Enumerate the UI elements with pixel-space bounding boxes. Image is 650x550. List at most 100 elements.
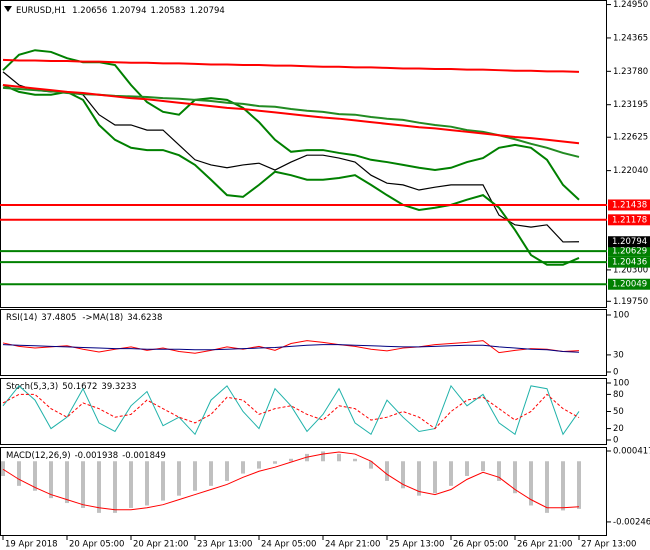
level-box [608,245,650,257]
level-box [608,214,650,226]
series-line [2,71,580,243]
histogram-bar [497,461,501,481]
histogram-bar [481,461,485,472]
series-line [2,384,580,436]
y-tick-label: 20 [613,424,624,434]
close: 1.20794 [190,6,225,16]
level-label: 1.20629 [612,247,647,257]
series-line [2,84,580,266]
histogram-bar [193,461,197,491]
histogram-bar [577,461,581,509]
histogram-bar [145,461,149,506]
histogram-bar [161,461,165,501]
rsi-value: 37.4805 [41,313,76,323]
x-tick-label: 26 Apr 05:00 [453,540,508,550]
histogram-bar [337,453,341,462]
macd-header: MACD(12,26,9) -0.001938 -0.001849 [6,451,166,461]
series-line [2,86,580,158]
histogram-bar [33,461,37,491]
symbol: EURUSD,H1 [16,6,66,16]
series-line [2,84,580,145]
y-tick-label: 80 [613,390,624,400]
histogram-bar [417,461,421,496]
level-label: 1.21438 [612,200,647,210]
high: 1.20794 [111,6,146,16]
x-tick-label: 23 Apr 13:00 [197,540,252,550]
histogram-bar [81,461,85,508]
ma-value: 34.6238 [127,313,162,323]
histogram-bar [529,461,533,506]
price-box [608,236,650,248]
histogram-bar [369,461,373,469]
series-line [2,393,580,430]
histogram-bar [209,461,213,486]
rsi-name: RSI(14) [6,313,37,323]
x-tick-label: 20 Apr 21:00 [133,540,188,550]
macd-signal: -0.001849 [122,451,166,461]
level-label: 1.21178 [612,215,647,225]
x-tick-label: 27 Apr 13:00 [581,540,636,550]
x-tick-label: 24 Apr 05:00 [261,540,316,550]
series-line [2,58,580,73]
y-tick-label: -0.002468 [613,517,650,527]
y-tick-label: 0.000417 [613,447,650,457]
stoch-name: Stoch(5,3,3) [6,382,58,392]
macd-main: -0.001938 [75,451,119,461]
stoch-panel [0,378,607,445]
histogram-bar [273,461,277,464]
histogram-bar [289,458,293,462]
histogram-bar [49,461,53,499]
histogram-bar [465,461,469,477]
y-tick-label: 30 [613,350,624,360]
level-label: 1.20049 [612,280,647,290]
x-tick-label: 26 Apr 21:00 [517,540,572,550]
stoch-header: Stoch(5,3,3) 50.1672 39.3233 [6,382,137,392]
histogram-bar [545,461,549,513]
histogram-bar [177,461,181,496]
x-tick-label: 24 Apr 21:00 [325,540,380,550]
y-tick-label: 1.22040 [613,166,648,176]
rsi-panel [0,309,607,376]
macd-name: MACD(12,26,9) [6,451,71,461]
series-line [2,344,580,353]
stoch-main: 50.1672 [62,382,97,392]
histogram-bar [97,461,101,513]
histogram-bar [433,461,437,494]
y-tick-label: 1.24365 [613,33,648,43]
y-tick-label: 100 [613,310,629,320]
histogram-bar [321,451,325,462]
y-tick-label: 1.19750 [613,297,648,307]
menu-triangle[interactable] [4,6,12,12]
y-tick-label: 0 [613,368,618,378]
histogram-bar [353,458,357,462]
y-tick-label: 100 [613,379,629,389]
histogram-bar [225,461,229,481]
y-tick-label: 50 [613,407,624,417]
y-tick-label: 1.24950 [613,0,648,10]
histogram-bar [257,461,261,469]
level-box [608,278,650,290]
histogram-bar [1,461,5,477]
main-panel [0,0,607,308]
histogram-bar [513,461,517,494]
y-tick-label: 1.23195 [613,100,648,110]
x-tick-label: 20 Apr 05:00 [69,540,124,550]
y-tick-label: 1.23780 [613,67,648,77]
y-tick-label: 1.22625 [613,133,648,143]
histogram-bar [129,461,133,508]
level-box [608,199,650,211]
histogram-bar [113,461,117,513]
histogram-bar [401,461,405,489]
series-line [2,49,580,201]
stoch-signal: 39.3233 [101,382,136,392]
level-label: 1.20436 [612,258,647,268]
main-header: EURUSD,H1 1.20656 1.20794 1.20583 1.20794 [16,6,225,16]
histogram-bar [17,461,21,486]
y-tick-label: 0 [613,435,618,445]
histogram-bar [65,461,69,504]
histogram-bar [561,461,565,511]
price-label: 1.20794 [612,237,647,247]
low: 1.20583 [150,6,185,16]
macd-panel [0,447,607,536]
